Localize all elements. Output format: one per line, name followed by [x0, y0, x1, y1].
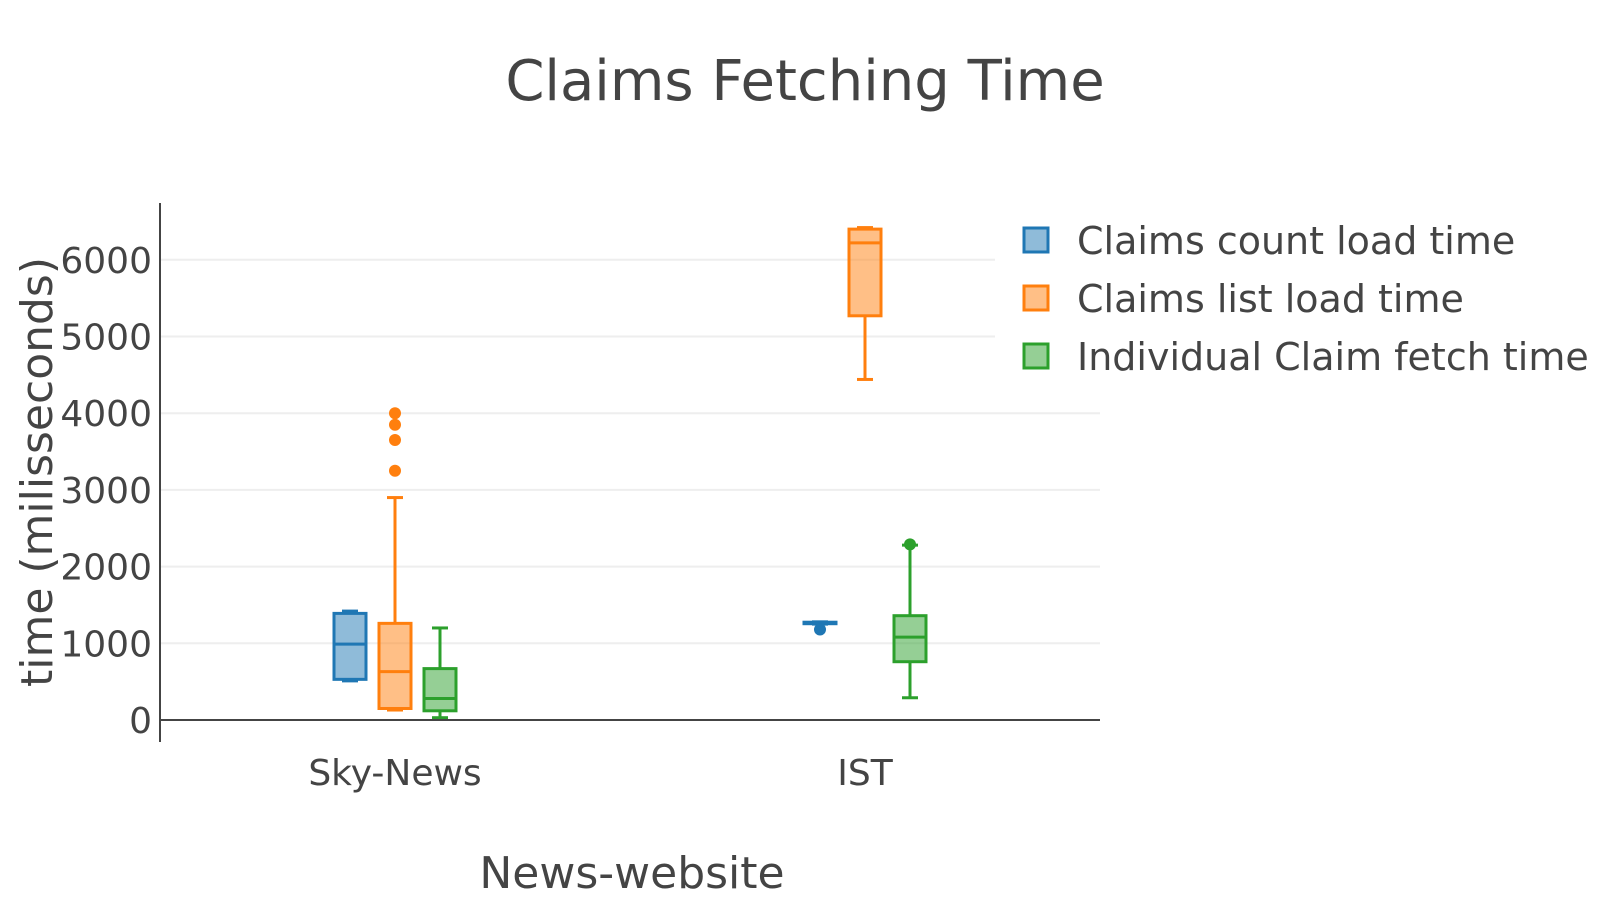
box-iqr [892, 614, 928, 664]
box-iqr [422, 667, 458, 713]
box-trace [892, 538, 928, 700]
box-outlier-point [389, 434, 401, 447]
legend-label: Claims list load time [1077, 277, 1464, 321]
x-axis-title: News-website [479, 848, 784, 899]
y-tick-label: 6000 [60, 241, 152, 282]
box-outlier-point [389, 418, 401, 431]
box-trace [802, 620, 838, 636]
legend-label: Individual Claim fetch time [1077, 335, 1589, 379]
legend-item[interactable]: Individual Claim fetch time [1022, 335, 1589, 379]
box-trace [332, 609, 368, 683]
legend-swatch [1022, 226, 1050, 254]
y-tick-label: 4000 [60, 394, 152, 435]
legend-swatch [1022, 342, 1050, 370]
legend-label: Claims count load time [1077, 219, 1515, 263]
box-traces [332, 226, 928, 720]
y-tick-label: 3000 [60, 471, 152, 512]
box-outlier-point [814, 623, 826, 636]
y-tick-label: 2000 [60, 548, 152, 589]
legend-item[interactable]: Claims count load time [1022, 219, 1515, 263]
x-tick-label: IST [837, 753, 893, 794]
box-outlier-point [389, 464, 401, 477]
y-tick-label: 1000 [60, 624, 152, 665]
box-trace [422, 626, 458, 720]
box-trace [847, 226, 883, 381]
y-tick-label: 5000 [60, 318, 152, 359]
box-outlier-point [389, 407, 401, 420]
legend: Claims count load time Claims list load t… [1022, 219, 1589, 379]
box-iqr [377, 621, 413, 710]
box-iqr [332, 611, 368, 681]
y-axis-title: time (milisseconds) [12, 257, 63, 687]
legend-swatch [1022, 284, 1050, 312]
legend-item[interactable]: Claims list load time [1022, 277, 1464, 321]
chart-title: Claims Fetching Time [505, 49, 1104, 114]
grid-lines [160, 258, 1100, 645]
x-tick-label: Sky-News [308, 753, 481, 794]
x-tick-labels: Sky-News IST [308, 753, 893, 794]
box-outlier-point [904, 538, 916, 551]
box-trace [377, 407, 413, 712]
y-tick-label: 0 [129, 701, 152, 742]
y-tick-labels: 0 1000 2000 3000 4000 5000 6000 [60, 241, 152, 742]
